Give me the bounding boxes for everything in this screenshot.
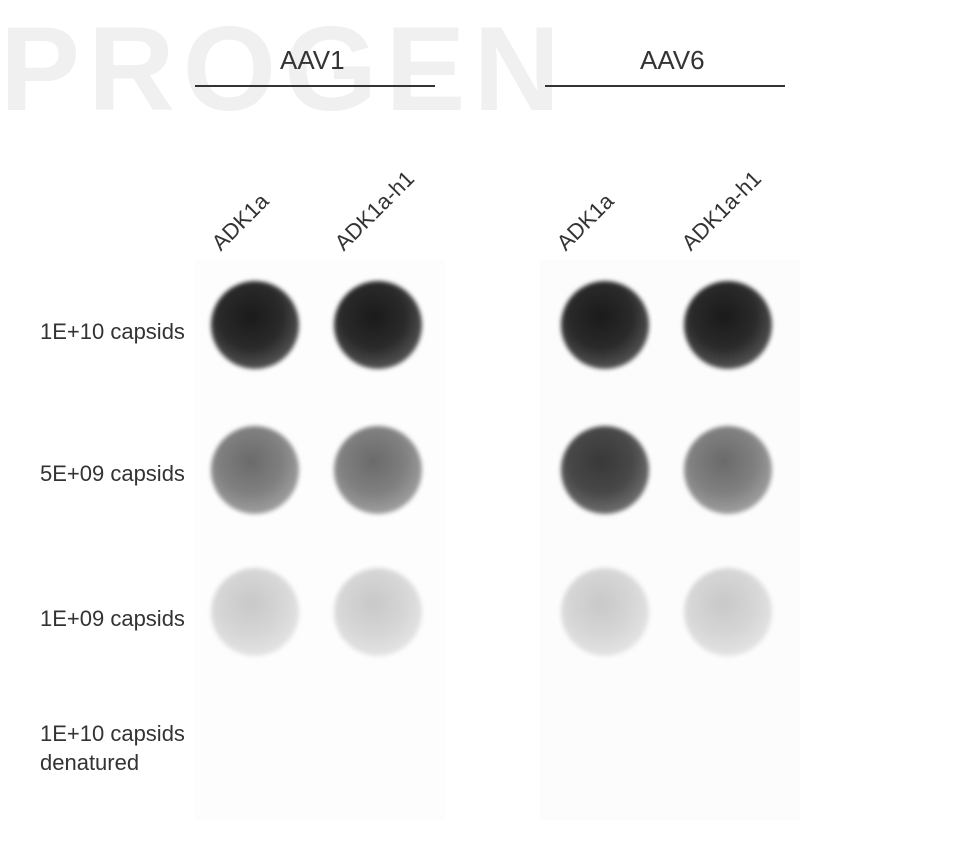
row-label-3: 1E+10 capsids denatured: [40, 720, 185, 777]
dot-r0-c3: [684, 281, 772, 369]
row-label-2: 1E+09 capsids: [40, 605, 185, 634]
column-label-2: ADK1a: [552, 188, 620, 256]
dot-r1-c3: [684, 426, 772, 514]
group-header-aav1: AAV1: [280, 45, 345, 76]
group-underline-aav6: [545, 85, 785, 87]
dot-r2-c1: [334, 568, 422, 656]
dot-r1-c0: [211, 426, 299, 514]
column-label-3: ADK1a-h1: [677, 166, 767, 256]
dot-r2-c3: [684, 568, 772, 656]
dot-r0-c2: [561, 281, 649, 369]
column-label-1: ADK1a-h1: [330, 166, 420, 256]
dot-r0-c1: [334, 281, 422, 369]
group-underline-aav1: [195, 85, 435, 87]
dot-r1-c1: [334, 426, 422, 514]
dot-r0-c0: [211, 281, 299, 369]
row-label-0: 1E+10 capsids: [40, 318, 185, 347]
column-label-0: ADK1a: [207, 188, 275, 256]
dot-r2-c2: [561, 568, 649, 656]
dot-blot-figure: PROGEN AAV1 AAV6 ADK1a ADK1a-h1 ADK1a AD…: [0, 0, 960, 860]
row-label-1: 5E+09 capsids: [40, 460, 185, 489]
dot-r2-c0: [211, 568, 299, 656]
group-header-aav6: AAV6: [640, 45, 705, 76]
dot-r1-c2: [561, 426, 649, 514]
